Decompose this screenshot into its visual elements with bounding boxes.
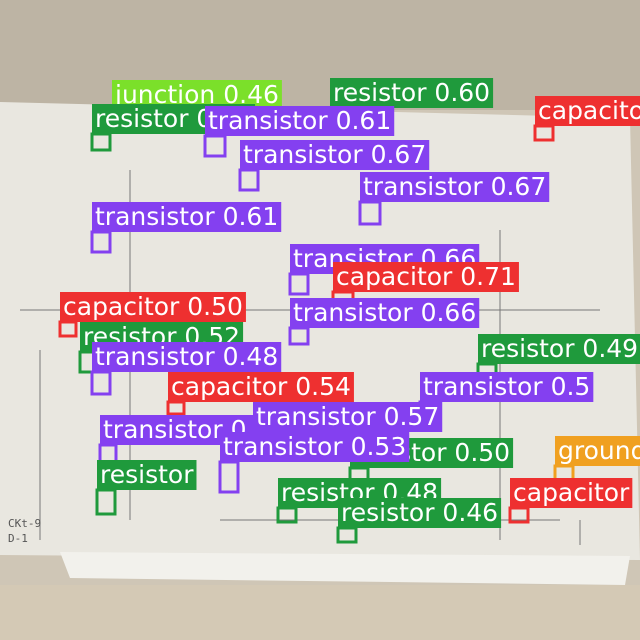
- label-background: [253, 402, 443, 432]
- detection-label: transistor 0.61: [208, 106, 391, 135]
- detection-label: transistor 0.61: [95, 202, 278, 231]
- detection-label: resistor 0.60: [333, 78, 490, 107]
- detection-label: capacitor: [538, 96, 640, 125]
- detection: transistor 0.61: [203, 106, 395, 158]
- label-background: [60, 292, 246, 322]
- bounding-box: [288, 326, 310, 346]
- label-background: [220, 432, 410, 462]
- bounding-box: [90, 370, 112, 396]
- bounding-box: [95, 488, 117, 516]
- label-background: [92, 342, 282, 372]
- label-background: [555, 436, 640, 466]
- detection-label: capacitor: [513, 478, 630, 507]
- detection: transistor 0.61: [90, 202, 282, 254]
- bounding-box: [276, 506, 298, 524]
- bounding-box: [58, 320, 78, 338]
- detection: transistor 0.67: [358, 172, 550, 226]
- detection: capacitor: [508, 478, 633, 524]
- label-background: [360, 172, 550, 202]
- detection: transistor 0.66: [288, 298, 480, 346]
- label-background: [92, 202, 282, 232]
- bounding-box: [166, 400, 186, 416]
- bounding-box: [218, 460, 240, 494]
- detection-label: transistor 0.67: [363, 172, 546, 201]
- detection-label: ground: [558, 436, 640, 465]
- bounding-box: [203, 134, 227, 158]
- detection: ground: [553, 436, 640, 482]
- label-background: [478, 334, 640, 364]
- label-background: [168, 372, 354, 402]
- detection: resistor: [95, 460, 197, 516]
- detection-label: resistor 0.49: [481, 334, 638, 363]
- handwritten-note: CKt-9: [8, 517, 41, 530]
- label-background: [97, 460, 197, 490]
- bounding-box: [358, 200, 382, 226]
- bounding-box: [238, 168, 260, 192]
- label-background: [420, 372, 594, 402]
- detection: transistor 0.57: [251, 402, 443, 454]
- paper-stack: [60, 552, 630, 585]
- background: [0, 0, 640, 110]
- detection: capacitor 0.54: [166, 372, 354, 416]
- detection-label: capacitor 0.54: [171, 372, 351, 401]
- detection-label: resistor: [100, 460, 194, 489]
- detection-label: resistor 0.46: [341, 498, 498, 527]
- label-background: [510, 478, 633, 508]
- detection-label: transistor 0.5: [423, 372, 590, 401]
- bounding-box: [90, 132, 112, 152]
- detection-label: capacitor 0.50: [63, 292, 243, 321]
- bounding-box: [90, 230, 112, 254]
- detection-label: transistor 0.57: [256, 402, 439, 431]
- label-background: [330, 78, 494, 108]
- label-background: [290, 298, 480, 328]
- bounding-box: [288, 272, 310, 296]
- bounding-box: [336, 526, 358, 544]
- detection: resistor 0.46: [336, 498, 502, 544]
- detection-label: transistor 0.66: [293, 298, 476, 327]
- label-background: [535, 96, 640, 126]
- detection: capacitor 0.50: [58, 292, 246, 338]
- bounding-box: [508, 506, 530, 524]
- detection-label: transistor 0.67: [243, 140, 426, 169]
- detection-label: capacitor 0.71: [336, 262, 516, 291]
- label-background: [205, 106, 395, 136]
- detection-label: transistor 0.48: [95, 342, 278, 371]
- detection: transistor 0.53: [218, 432, 410, 494]
- handwritten-note: D-1: [8, 532, 28, 545]
- detection: capacitor 0.71: [331, 262, 519, 308]
- detection: transistor 0.48: [90, 342, 282, 396]
- label-background: [333, 262, 519, 292]
- bounding-box: [533, 124, 555, 142]
- detection: resistor 0.49: [476, 334, 640, 380]
- label-background: [338, 498, 502, 528]
- detection: transistor 0.67: [238, 140, 430, 192]
- label-background: [240, 140, 430, 170]
- detection-label: transistor 0.53: [223, 432, 406, 461]
- detection: capacitor: [533, 96, 640, 142]
- table: [0, 585, 640, 640]
